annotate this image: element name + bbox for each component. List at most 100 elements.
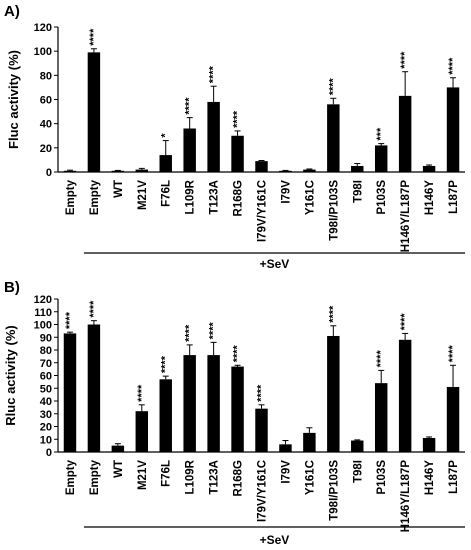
significance-label: **** xyxy=(208,322,220,340)
bar xyxy=(207,101,220,172)
significance-label: *** xyxy=(375,127,387,141)
bar xyxy=(279,170,292,172)
significance-label: **** xyxy=(399,313,411,331)
category-label: Y161C xyxy=(304,180,316,215)
bar xyxy=(303,432,316,452)
significance-label: **** xyxy=(327,77,339,95)
bar xyxy=(303,169,316,172)
significance-label: **** xyxy=(447,57,459,75)
category-label: L187P xyxy=(448,180,460,214)
bar xyxy=(231,135,244,172)
category-label: Empty xyxy=(65,459,77,495)
significance-label: **** xyxy=(88,28,100,46)
panel-label: A) xyxy=(4,3,20,20)
category-label: Y161C xyxy=(304,460,316,495)
category-label: WT xyxy=(113,180,125,198)
category-label: Empty xyxy=(65,179,77,215)
category-label: T98I/P103S xyxy=(328,180,340,241)
significance-label: **** xyxy=(256,384,268,402)
category-label: I79V/Y161C xyxy=(257,180,269,242)
y-tick-label: 70 xyxy=(40,358,52,370)
y-tick-label: 30 xyxy=(40,409,52,421)
y-tick-label: 120 xyxy=(34,294,52,306)
significance-label: * xyxy=(160,133,172,138)
bar xyxy=(159,379,172,452)
category-label: T123A xyxy=(209,180,221,215)
category-label: T98I/P103S xyxy=(328,460,340,521)
category-label: M21V xyxy=(137,180,149,210)
y-tick-label: 80 xyxy=(40,70,52,82)
category-label: R168G xyxy=(233,460,245,496)
y-tick-label: 120 xyxy=(34,22,52,34)
category-label: L109R xyxy=(185,459,197,494)
category-label: Empty xyxy=(89,459,101,495)
y-tick-label: 60 xyxy=(40,95,52,107)
bar xyxy=(135,411,149,452)
significance-label: **** xyxy=(399,51,411,69)
bar xyxy=(255,161,268,172)
y-tick-label: 60 xyxy=(40,371,52,383)
y-tick-label: 40 xyxy=(40,396,52,408)
bar xyxy=(446,87,460,172)
significance-label: **** xyxy=(327,305,339,323)
y-tick-label: 100 xyxy=(34,46,52,58)
bar xyxy=(135,169,149,172)
bar xyxy=(183,128,196,172)
bar xyxy=(63,170,77,172)
significance-label: **** xyxy=(160,355,172,373)
y-axis-label: Rluc activity (%) xyxy=(3,325,18,425)
bar xyxy=(111,170,125,172)
y-tick-label: 90 xyxy=(40,332,52,344)
y-tick-label: 10 xyxy=(40,434,52,446)
significance-label: **** xyxy=(447,344,459,362)
bar xyxy=(87,52,101,172)
category-label: WT xyxy=(113,460,125,478)
bar xyxy=(207,355,220,452)
significance-label: **** xyxy=(88,300,100,318)
y-axis-label: Fluc activity (%) xyxy=(6,50,21,149)
group-label: +SeV xyxy=(260,257,290,271)
bar xyxy=(255,408,268,452)
bar xyxy=(111,445,125,452)
y-tick-label: 100 xyxy=(34,320,52,332)
y-tick-label: 40 xyxy=(40,119,52,131)
significance-label: **** xyxy=(184,324,196,342)
bar xyxy=(327,335,340,452)
category-label: L109R xyxy=(185,179,197,214)
bar xyxy=(422,437,436,452)
y-tick-label: 20 xyxy=(40,422,52,434)
y-tick-label: 50 xyxy=(40,383,52,395)
category-label: I79V xyxy=(280,460,292,484)
group-label: +SeV xyxy=(260,533,290,547)
significance-label: **** xyxy=(184,97,196,115)
category-label: H146Y/L187P xyxy=(400,180,412,253)
y-tick-label: 110 xyxy=(34,307,52,319)
bar xyxy=(398,339,412,452)
category-label: Empty xyxy=(89,179,101,215)
significance-label: **** xyxy=(232,344,244,362)
category-label: H146Y/L187P xyxy=(400,460,412,533)
y-tick-label: 0 xyxy=(46,447,52,459)
category-label: L187P xyxy=(448,460,460,494)
bar xyxy=(446,386,460,452)
category-label: I79V/Y161C xyxy=(257,460,269,522)
category-label: R168G xyxy=(233,180,245,216)
category-label: M21V xyxy=(137,460,149,490)
significance-label: **** xyxy=(375,350,387,368)
bar xyxy=(183,355,196,452)
category-label: T98I xyxy=(352,180,364,203)
significance-label: **** xyxy=(136,384,148,402)
bar xyxy=(422,165,436,172)
category-label: F76L xyxy=(161,460,173,487)
y-tick-label: 80 xyxy=(40,345,52,357)
y-tick-label: 20 xyxy=(40,143,52,155)
category-label: I79V xyxy=(280,180,292,204)
bar xyxy=(351,165,364,172)
bar xyxy=(351,440,364,452)
significance-label: **** xyxy=(64,311,76,329)
category-label: P103S xyxy=(376,180,388,215)
category-label: T98I xyxy=(352,460,364,483)
y-tick-label: 0 xyxy=(46,167,52,179)
bar xyxy=(231,366,244,452)
